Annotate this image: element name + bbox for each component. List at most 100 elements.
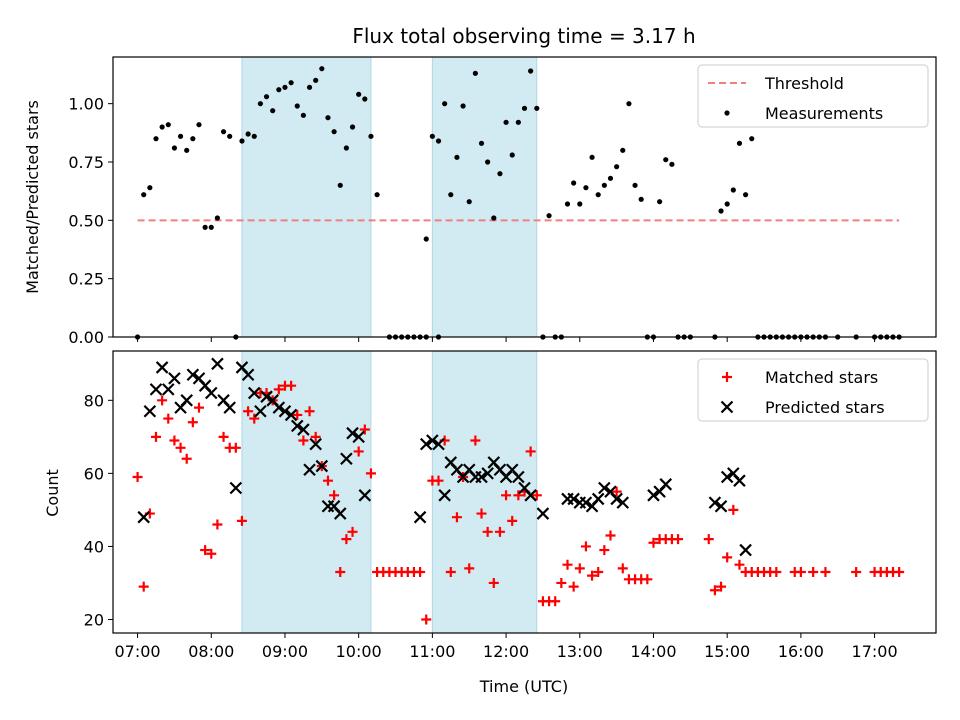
bottom-y-tick-label: 60 bbox=[84, 464, 104, 483]
matched-stars-point bbox=[421, 614, 432, 625]
measurement-point bbox=[362, 96, 368, 102]
measurement-point bbox=[423, 236, 429, 242]
measurement-point bbox=[485, 159, 491, 165]
measurement-point bbox=[509, 152, 515, 158]
measurement-point bbox=[429, 133, 435, 139]
predicted-stars-point bbox=[137, 510, 150, 524]
measurement-point bbox=[190, 136, 196, 142]
top-shaded-span-1 bbox=[241, 56, 372, 338]
predicted-stars-point bbox=[481, 467, 494, 480]
top-shaded-span-2 bbox=[431, 56, 538, 338]
measurement-point bbox=[589, 154, 595, 160]
measurement-point bbox=[503, 119, 509, 125]
bottom-y-tick-label: 20 bbox=[84, 610, 104, 629]
predicted-stars-point bbox=[598, 481, 611, 495]
bottom-x-tick-label: 10:00 bbox=[336, 642, 382, 661]
predicted-stars-point bbox=[290, 419, 304, 433]
measurement-point bbox=[632, 182, 638, 188]
bottom-x-tick-label: 12:00 bbox=[483, 642, 529, 661]
measurement-point bbox=[349, 124, 356, 130]
matched-stars-point bbox=[611, 486, 622, 497]
measurement-point bbox=[257, 101, 264, 107]
predicted-stars-point bbox=[346, 426, 359, 440]
predicted-stars-point bbox=[186, 368, 200, 382]
matched-stars-point bbox=[243, 406, 254, 417]
predicted-stars-point bbox=[419, 437, 433, 451]
top-y-axis-label: Matched/Predicted stars bbox=[23, 100, 42, 294]
matched-stars-point bbox=[464, 563, 475, 574]
measurement-point bbox=[202, 224, 208, 230]
matched-stars-point bbox=[507, 515, 518, 526]
measurement-point bbox=[319, 66, 325, 72]
top-legend-box bbox=[697, 64, 929, 128]
predicted-stars-point bbox=[475, 470, 488, 484]
measurement-point bbox=[337, 182, 343, 188]
matched-stars-point bbox=[163, 413, 174, 424]
matched-stars-point bbox=[734, 559, 745, 570]
matched-stars-point bbox=[286, 380, 297, 391]
measurement-point bbox=[165, 122, 171, 128]
matched-stars-point bbox=[550, 596, 561, 607]
matched-stars-point bbox=[445, 566, 456, 577]
bottom-y-tick-label: 40 bbox=[84, 537, 104, 556]
matched-stars-point bbox=[851, 566, 862, 577]
predicted-stars-point bbox=[733, 474, 746, 487]
bottom-legend-box bbox=[697, 358, 929, 422]
measurement-point bbox=[147, 185, 153, 191]
predicted-stars-point bbox=[438, 489, 451, 502]
matched-stars-point bbox=[593, 566, 604, 577]
bottom-series-predicted-stars bbox=[137, 357, 752, 557]
measurement-point bbox=[276, 87, 282, 93]
matched-stars-point bbox=[310, 431, 321, 442]
matched-stars-point bbox=[513, 490, 524, 501]
bottom-x-tick-label: 15:00 bbox=[704, 642, 750, 661]
predicted-stars-point bbox=[524, 489, 537, 502]
measurement-point bbox=[607, 175, 614, 181]
measurement-point bbox=[724, 201, 730, 207]
predicted-stars-point bbox=[579, 496, 593, 509]
legend-measurement-swatch bbox=[724, 110, 730, 116]
measurement-point bbox=[638, 196, 644, 202]
bottom-x-axis-label: Time (UTC) bbox=[479, 677, 568, 696]
predicted-stars-point bbox=[297, 423, 310, 436]
matched-stars-point bbox=[415, 566, 426, 577]
matched-stars-point bbox=[335, 566, 346, 577]
top-y-tick-label: 0.50 bbox=[68, 211, 104, 230]
matched-stars-point bbox=[709, 585, 720, 596]
predicted-stars-point bbox=[155, 361, 169, 374]
measurement-point bbox=[564, 201, 571, 207]
measurement-point bbox=[282, 84, 288, 90]
bottom-legend: Matched stars Predicted stars bbox=[697, 358, 929, 422]
measurement-point bbox=[466, 199, 472, 205]
top-panel: 0.00 0.25 0.50 0.75 1.00 Threshold Measurement… bbox=[68, 56, 937, 347]
bottom-x-tick-label: 07:00 bbox=[115, 642, 161, 661]
matched-stars-point bbox=[494, 526, 505, 537]
matched-stars-point bbox=[347, 526, 358, 537]
predicted-stars-point bbox=[432, 437, 445, 451]
measurement-point bbox=[577, 201, 583, 207]
matched-stars-point bbox=[820, 566, 831, 577]
matched-stars-point bbox=[304, 406, 315, 417]
measurement-point bbox=[356, 91, 362, 97]
matched-stars-point bbox=[451, 512, 462, 523]
matched-stars-point bbox=[353, 446, 364, 457]
bottom-x-tick-label: 08:00 bbox=[188, 642, 234, 661]
predicted-stars-point bbox=[161, 383, 175, 396]
measurement-point bbox=[749, 136, 755, 142]
predicted-stars-point bbox=[260, 390, 273, 403]
predicted-stars-point bbox=[567, 492, 580, 506]
measurement-point bbox=[743, 192, 749, 198]
bottom-y-axis-label: Count bbox=[43, 469, 62, 517]
measurement-point bbox=[153, 136, 159, 142]
bottom-x-tick-label: 13:00 bbox=[557, 642, 603, 661]
predicted-stars-point bbox=[211, 357, 224, 371]
matched-stars-point bbox=[175, 442, 186, 453]
measurement-point bbox=[626, 101, 632, 107]
matched-stars-point bbox=[501, 490, 512, 501]
matched-stars-point bbox=[605, 530, 616, 541]
matched-stars-point bbox=[292, 409, 303, 420]
matched-stars-point bbox=[470, 435, 481, 446]
predicted-stars-point bbox=[309, 437, 322, 451]
matched-stars-point bbox=[587, 570, 598, 581]
predicted-stars-point bbox=[616, 496, 630, 509]
